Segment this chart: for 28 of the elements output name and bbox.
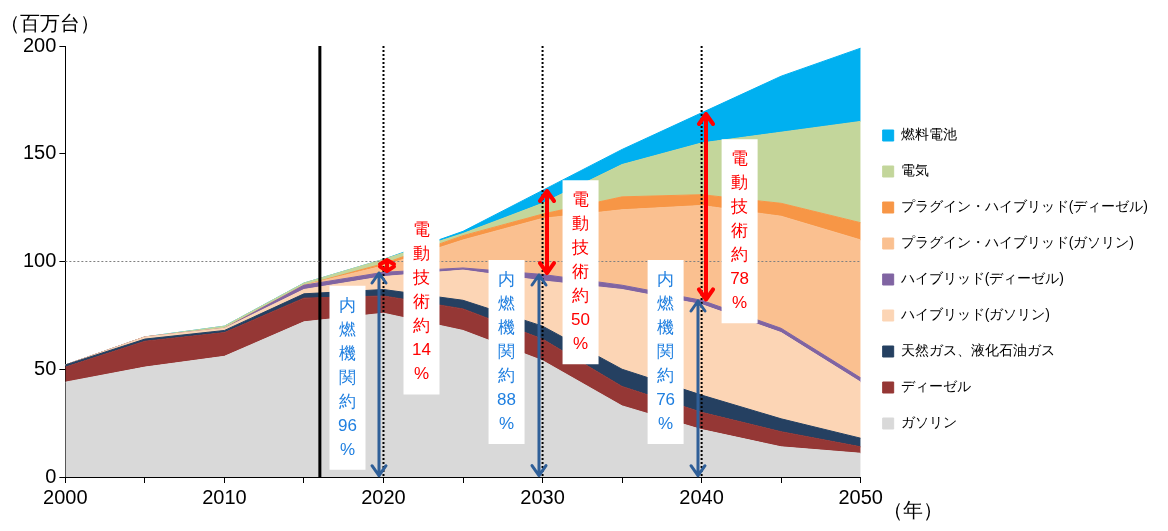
x-tick-label: 2020 (361, 485, 406, 508)
legend-label: ガソリン (900, 414, 957, 431)
x-axis-title: （年） (882, 499, 943, 521)
y-tick-label: 50 (34, 356, 57, 379)
y-axis-title: （百万台） (0, 12, 100, 34)
legend-label: 天然ガス、液化石油ガス (900, 342, 1055, 359)
annotation: 電動技術約14% (411, 220, 431, 384)
x-tick-label: 2000 (43, 485, 88, 508)
x-tick-label: 2040 (679, 485, 724, 508)
y-tick-label: 0 (45, 464, 57, 487)
x-tick-label: 2050 (838, 485, 883, 508)
legend-label: ディーゼル (900, 378, 971, 395)
legend-label: ハイブリッド(ディーゼル) (899, 270, 1064, 287)
y-tick-label: 150 (22, 141, 57, 164)
annotation: 内燃機関約76% (656, 269, 676, 433)
legend-label: ハイブリッド(ガソリン) (899, 306, 1050, 323)
annotation: 内燃機関約88% (497, 269, 517, 433)
x-tick-label: 2030 (520, 485, 565, 508)
legend-label: 燃料電池 (900, 126, 957, 143)
legend-label: 電気 (900, 162, 929, 179)
y-tick-label: 100 (22, 249, 57, 272)
legend-label: プラグイン・ハイブリッド(ガソリン) (900, 234, 1134, 251)
legend-label: プラグイン・ハイブリッド(ディーゼル) (900, 198, 1148, 215)
y-tick-label: 200 (22, 33, 57, 56)
annotation: 電動技術約50% (571, 189, 591, 353)
annotation: 内燃機関約96% (338, 295, 357, 459)
x-tick-label: 2010 (202, 485, 247, 508)
annotation: 電動技術約78% (730, 149, 750, 313)
